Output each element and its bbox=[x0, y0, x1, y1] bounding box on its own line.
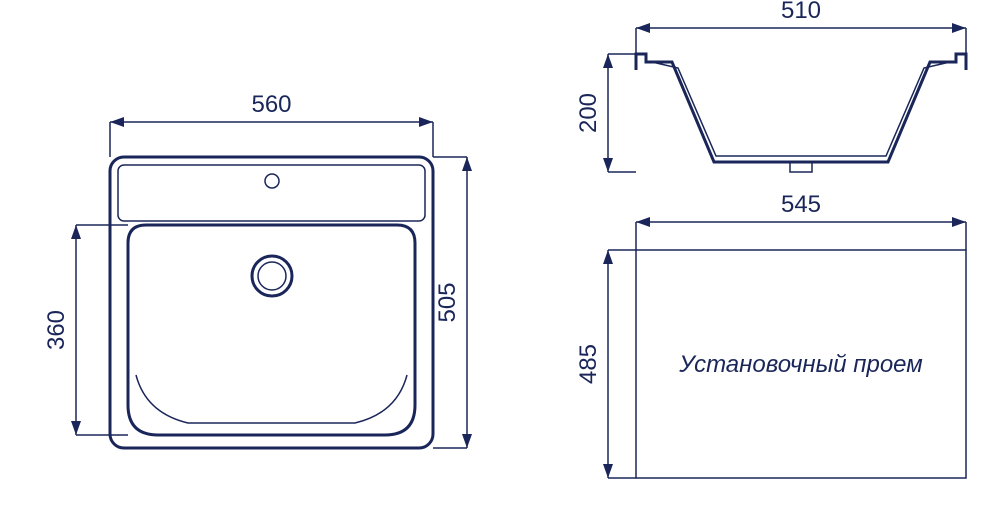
dim-cutout-545 bbox=[636, 222, 966, 250]
dim-right-505-label: 505 bbox=[434, 282, 461, 322]
dim-cutout-485-label: 485 bbox=[575, 344, 602, 384]
section-inner bbox=[652, 62, 950, 156]
dim-top-560 bbox=[110, 122, 433, 157]
dim-cutout-545-label: 545 bbox=[781, 191, 821, 218]
dim-section-200 bbox=[608, 54, 636, 172]
dim-left-360 bbox=[76, 225, 128, 435]
cutout-label: Установочный проем bbox=[678, 351, 922, 378]
faucet-hole bbox=[265, 174, 279, 188]
bowl-scoop bbox=[136, 375, 407, 423]
sink-outer bbox=[110, 157, 433, 448]
dim-left-360-label: 360 bbox=[43, 310, 70, 350]
dim-section-510-label: 510 bbox=[781, 0, 821, 24]
dim-section-200-label: 200 bbox=[575, 93, 602, 133]
dim-section-510 bbox=[636, 28, 966, 54]
drain-inner bbox=[258, 262, 286, 290]
dim-cutout-485 bbox=[608, 250, 636, 478]
dim-top-560-label: 560 bbox=[251, 91, 291, 118]
section-outer bbox=[636, 54, 966, 162]
technical-drawing: 560 505 360 510 200 Установочный проем 545 485 bbox=[0, 0, 1000, 516]
